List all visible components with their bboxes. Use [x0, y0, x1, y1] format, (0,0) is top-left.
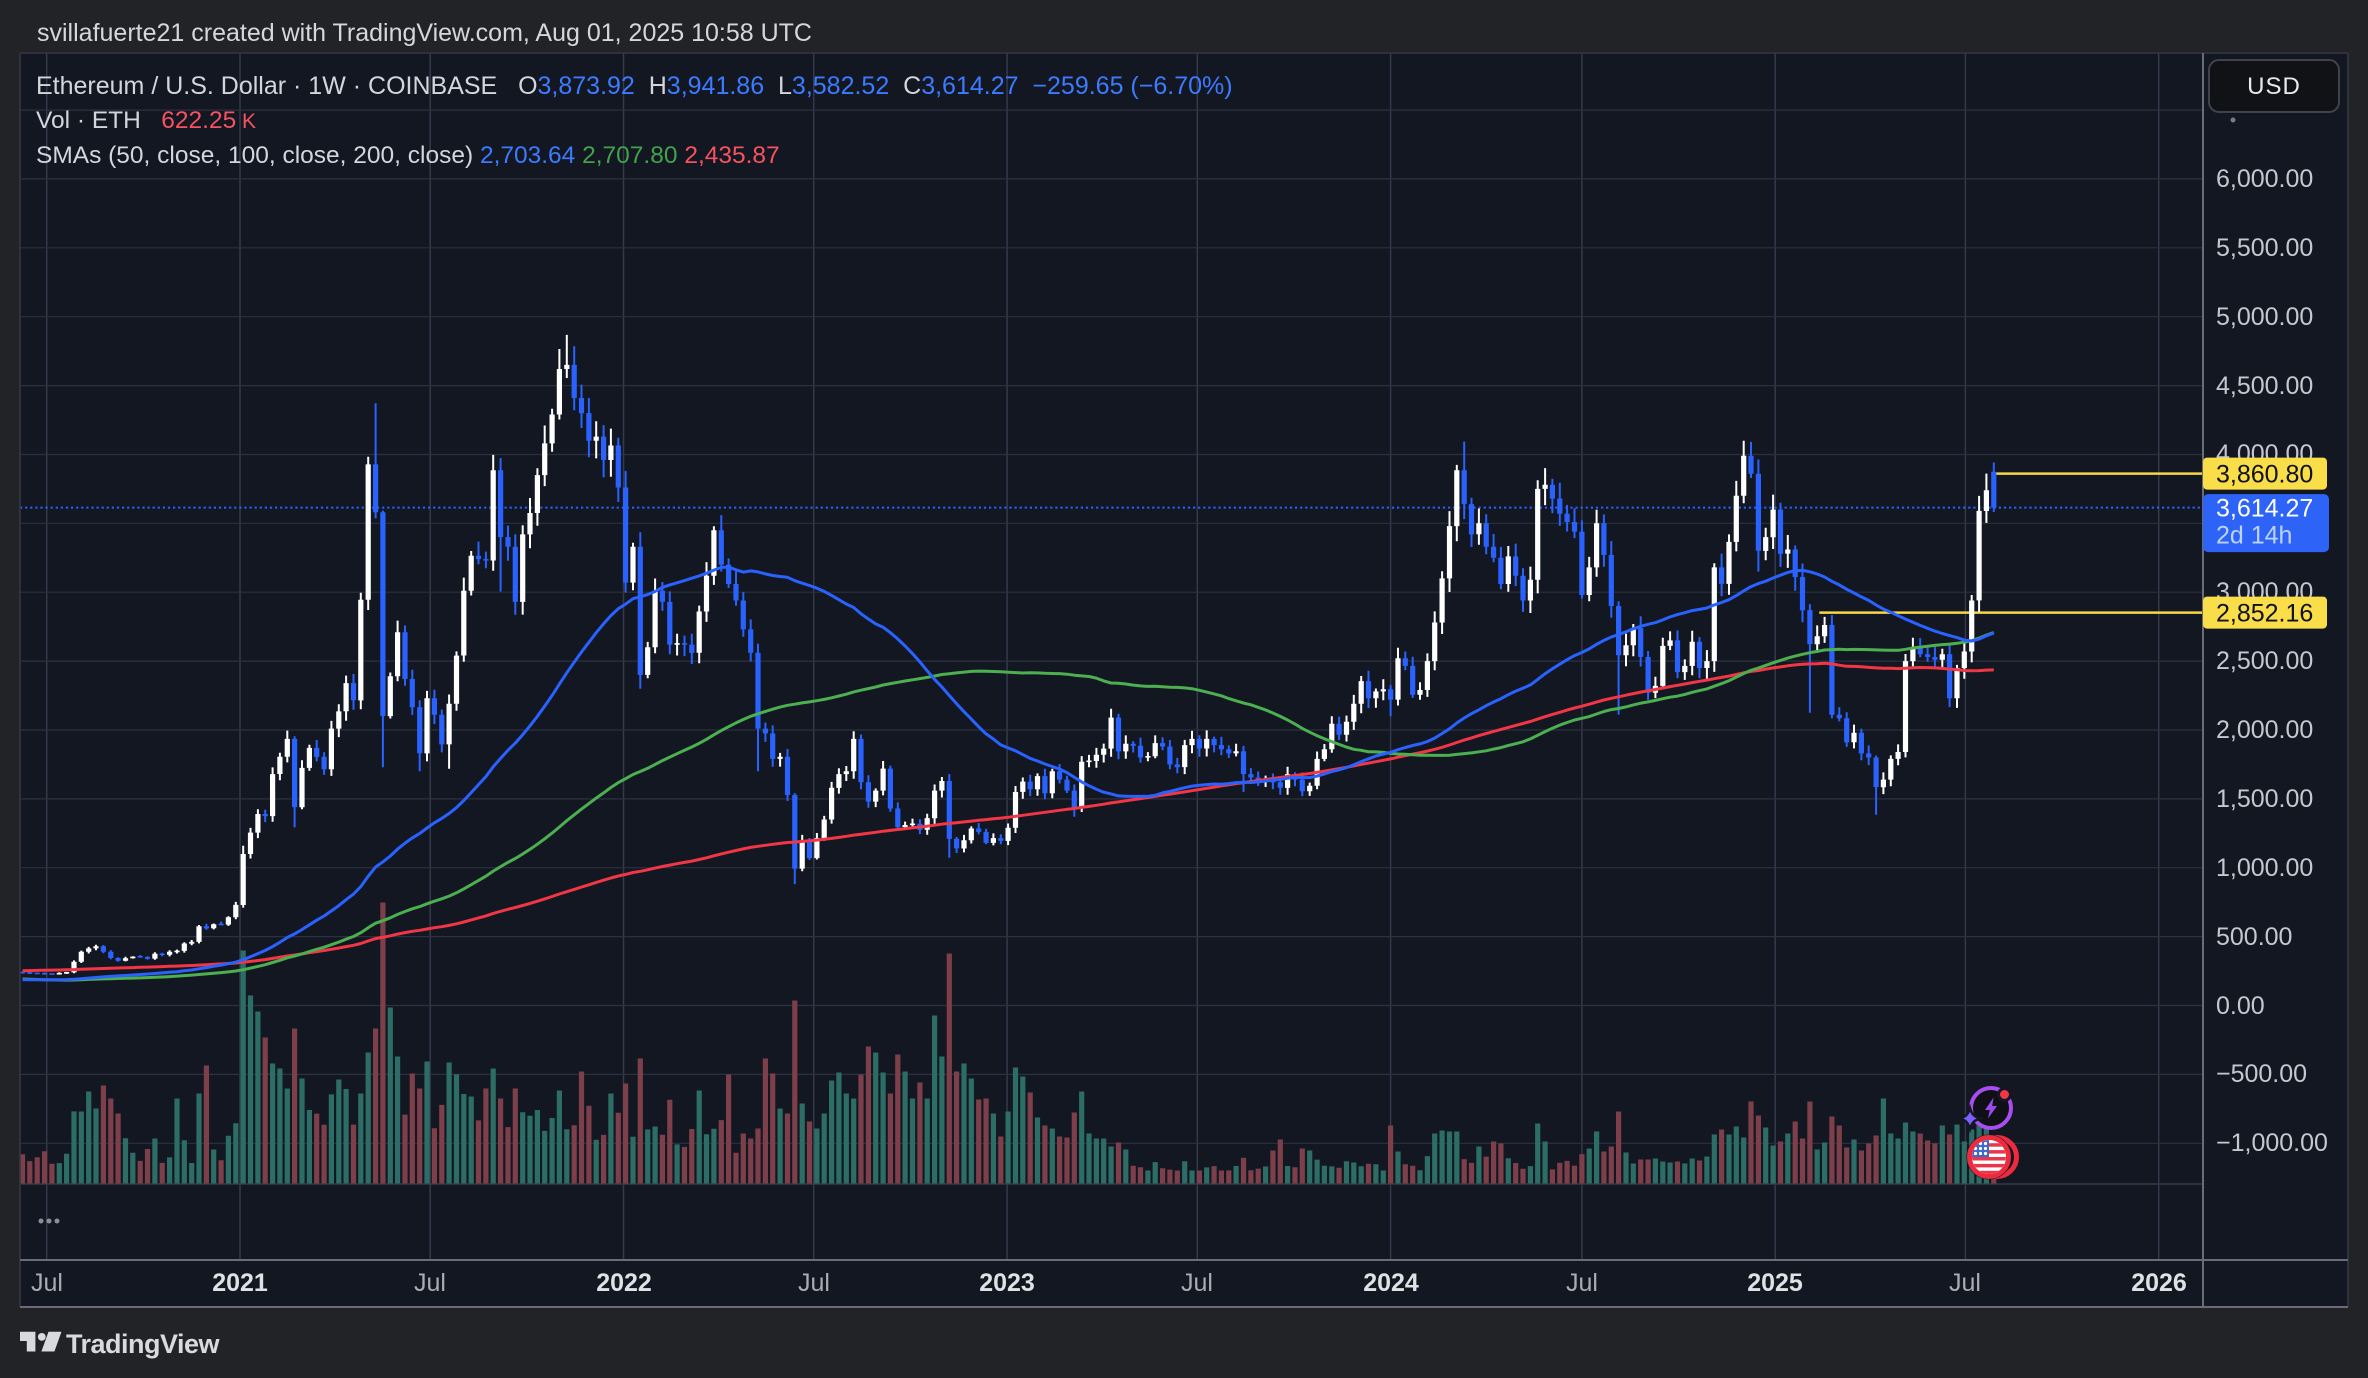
svg-text:Jul: Jul	[1949, 1269, 1981, 1297]
svg-text:2024: 2024	[1363, 1269, 1419, 1297]
svg-text:2,852.16: 2,852.16	[2216, 600, 2313, 628]
svg-text:USD: USD	[2247, 73, 2301, 100]
svg-text:3,860.80: 3,860.80	[2216, 461, 2313, 489]
svg-text:TradingView: TradingView	[66, 1329, 221, 1359]
svg-text:2023: 2023	[979, 1269, 1035, 1297]
svg-text:2026: 2026	[2131, 1269, 2187, 1297]
svg-text:2,500.00: 2,500.00	[2216, 647, 2313, 675]
svg-text:Vol · ETH 622.25 K: Vol · ETH 622.25 K	[36, 107, 256, 134]
svg-text:5,000.00: 5,000.00	[2216, 303, 2313, 331]
svg-text:SMAs (50, close, 100, close, 2: SMAs (50, close, 100, close, 200, close)…	[36, 142, 780, 169]
svg-text:0.00: 0.00	[2216, 992, 2265, 1020]
svg-text:1,000.00: 1,000.00	[2216, 854, 2313, 882]
svg-text:2,000.00: 2,000.00	[2216, 716, 2313, 744]
svg-text:3,614.27: 3,614.27	[2216, 495, 2313, 523]
svg-text:Jul: Jul	[31, 1269, 63, 1297]
svg-text:2025: 2025	[1747, 1269, 1803, 1297]
svg-text:−500.00: −500.00	[2216, 1060, 2307, 1088]
svg-text:2021: 2021	[212, 1269, 268, 1297]
svg-text:2d 14h: 2d 14h	[2216, 522, 2292, 550]
svg-text:4,500.00: 4,500.00	[2216, 372, 2313, 400]
svg-text:Jul: Jul	[1181, 1269, 1213, 1297]
svg-text:2022: 2022	[596, 1269, 652, 1297]
svg-text:Jul: Jul	[798, 1269, 830, 1297]
svg-text:−1,000.00: −1,000.00	[2216, 1129, 2328, 1157]
svg-text:Jul: Jul	[1566, 1269, 1598, 1297]
svg-text:500.00: 500.00	[2216, 923, 2292, 951]
svg-text:Ethereum / U.S. Dollar · 1W ·: Ethereum / U.S. Dollar · 1W · COINBASE O…	[36, 72, 1233, 100]
svg-text:5,500.00: 5,500.00	[2216, 234, 2313, 262]
svg-text:6,000.00: 6,000.00	[2216, 165, 2313, 193]
svg-text:Jul: Jul	[414, 1269, 446, 1297]
svg-text:1,500.00: 1,500.00	[2216, 785, 2313, 813]
svg-text:svillafuerte21 created with Tr: svillafuerte21 created with TradingView.…	[37, 19, 812, 47]
